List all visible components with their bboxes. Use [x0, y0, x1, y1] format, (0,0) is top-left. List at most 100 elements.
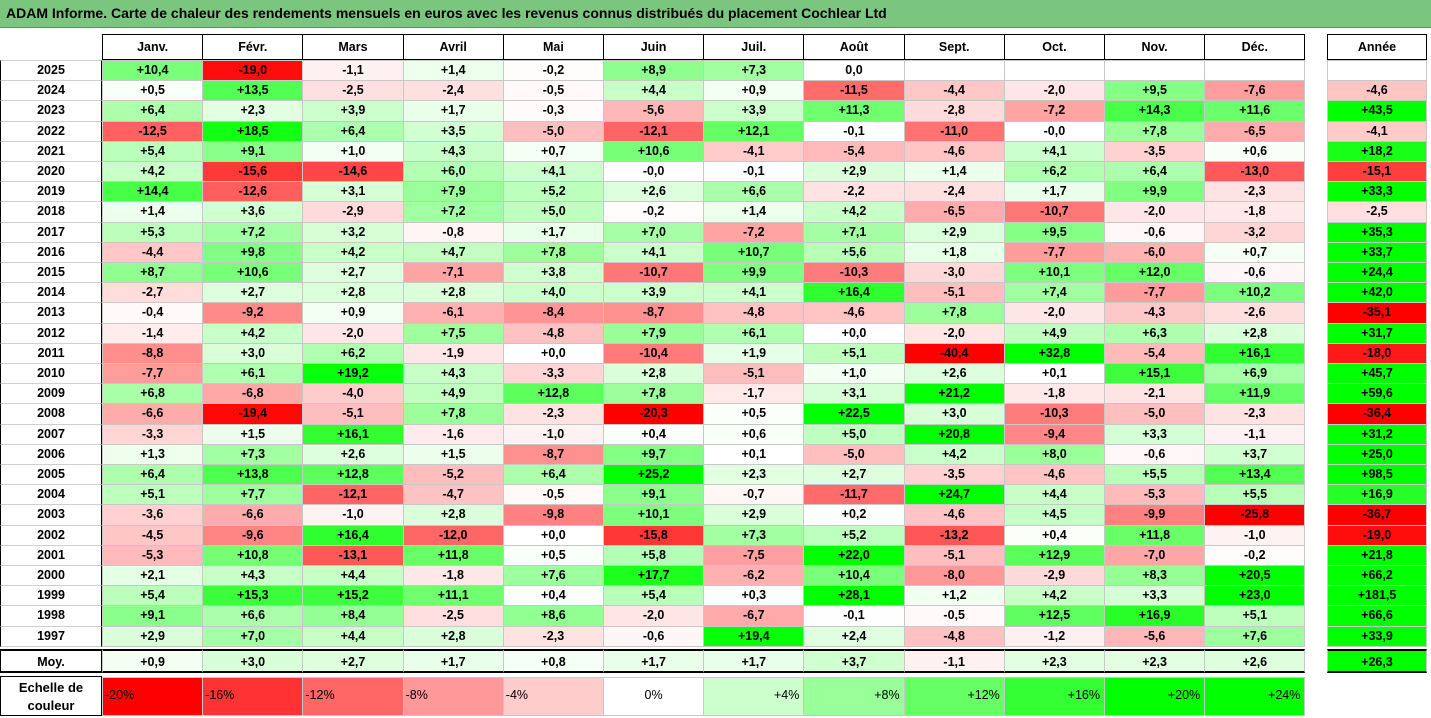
heatmap-cell: -4,4 [102, 241, 204, 263]
heatmap-cell: +4,2 [102, 161, 204, 183]
heatmap-cell: +15,2 [302, 585, 404, 607]
heatmap-cell: +6,2 [302, 342, 404, 364]
month-header: Juin [603, 34, 705, 60]
heatmap-cell: +12,5 [1003, 605, 1105, 627]
heatmap-cell: +10,6 [202, 262, 304, 284]
month-header: Nov. [1104, 34, 1206, 60]
annual-cell: -36,7 [1327, 504, 1427, 526]
heatmap-cell: +16,9 [1104, 605, 1206, 627]
heatmap-cell: +3,3 [1104, 423, 1206, 445]
year-label: 2014 [0, 282, 102, 304]
heatmap-cell: +16,1 [302, 423, 404, 445]
heatmap-cell: +2,8 [1204, 322, 1306, 344]
year-label: 2003 [0, 504, 102, 526]
heatmap-cell: -25,8 [1204, 504, 1306, 526]
chart-title: ADAM Informe. Carte de chaleur des rende… [6, 5, 887, 21]
heatmap-cell: -3,0 [903, 262, 1005, 284]
heatmap-cell: +2,8 [402, 504, 504, 526]
heatmap-cell: +22,5 [803, 403, 905, 425]
heatmap-cell: +25,2 [603, 464, 705, 486]
heatmap-cell: +7,6 [1204, 625, 1306, 647]
heatmap-cell: -2,0 [903, 322, 1005, 344]
heatmap-cell: -10,7 [603, 262, 705, 284]
heatmap-cell: +2,9 [102, 625, 204, 647]
heatmap-cell: -8,0 [903, 565, 1005, 587]
heatmap-cell: -1,9 [402, 342, 504, 364]
heatmap-cell: -1,6 [402, 423, 504, 445]
annual-cell: -36,4 [1327, 403, 1427, 425]
heatmap-cell: -0,6 [1104, 221, 1206, 243]
heatmap-cell: +1,8 [903, 241, 1005, 263]
year-label: 2019 [0, 181, 102, 203]
heatmap-cell: +5,2 [803, 524, 905, 546]
color-scale-swatch: +8% [803, 677, 905, 716]
annual-cell: +25,0 [1327, 443, 1427, 465]
color-scale-swatch: -12% [302, 677, 404, 716]
annual-cell: -19,0 [1327, 524, 1427, 546]
heatmap-cell: -4,6 [803, 302, 905, 324]
year-label: 2018 [0, 201, 102, 223]
heatmap-cell: -0,5 [502, 484, 604, 506]
heatmap-cell: +3,1 [302, 181, 404, 203]
heatmap-cell: +6,9 [1204, 363, 1306, 385]
heatmap-cell: +3,7 [1204, 443, 1306, 465]
heatmap-cell: +12,0 [1104, 262, 1206, 284]
year-label: 2017 [0, 221, 102, 243]
month-header: Déc. [1204, 34, 1306, 60]
heatmap-cell: +1,4 [703, 201, 805, 223]
heatmap-cell: -0,1 [803, 120, 905, 142]
heatmap-cell: +3,0 [903, 403, 1005, 425]
heatmap-cell: +12,1 [703, 120, 805, 142]
heatmap-cell: +2,9 [703, 504, 805, 526]
heatmap-cell: +5,0 [502, 201, 604, 223]
year-label: 2010 [0, 363, 102, 385]
heatmap-cell: +1,4 [402, 60, 504, 82]
heatmap-cell: -6,0 [1104, 241, 1206, 263]
heatmap-cell: +2,9 [903, 221, 1005, 243]
heatmap-cell: +20,8 [903, 423, 1005, 445]
year-label: 2009 [0, 383, 102, 405]
heatmap-cell: -15,6 [202, 161, 304, 183]
heatmap-cell: +4,3 [402, 363, 504, 385]
heatmap-cell: +1,3 [102, 443, 204, 465]
heatmap-cell: -9,4 [1003, 423, 1105, 445]
year-label: 1998 [0, 605, 102, 627]
heatmap-cell: -4,5 [102, 524, 204, 546]
heatmap-cell: -5,3 [1104, 484, 1206, 506]
heatmap-cell: -4,8 [703, 302, 805, 324]
heatmap-cell: +16,4 [302, 524, 404, 546]
heatmap-cell: -10,7 [1003, 201, 1105, 223]
heatmap-cell: +2,3 [202, 100, 304, 122]
heatmap-cell: -2,0 [1003, 80, 1105, 102]
heatmap-cell: -7,0 [1104, 544, 1206, 566]
year-label: 2016 [0, 241, 102, 263]
annual-cell: -4,6 [1327, 80, 1427, 102]
heatmap-cell: +3,3 [1104, 585, 1206, 607]
heatmap-cell: -7,7 [102, 363, 204, 385]
year-label: 2011 [0, 342, 102, 364]
heatmap-cell: -0,6 [603, 625, 705, 647]
heatmap-cell: -5,1 [302, 403, 404, 425]
heatmap-cell: -6,5 [1204, 120, 1306, 142]
heatmap-cell: -2,0 [1104, 201, 1206, 223]
annual-cell: +31,7 [1327, 322, 1427, 344]
heatmap-cell: -2,3 [502, 625, 604, 647]
heatmap-cell: +9,5 [1003, 221, 1105, 243]
heatmap-cell: +16,1 [1204, 342, 1306, 364]
heatmap-cell: -1,0 [1204, 524, 1306, 546]
heatmap-cell: -13,2 [903, 524, 1005, 546]
heatmap-cell: -2,3 [1204, 403, 1306, 425]
average-cell: +1,7 [703, 648, 805, 673]
heatmap-cell: +7,1 [803, 221, 905, 243]
heatmap-cell: +7,7 [202, 484, 304, 506]
heatmap-cell: +19,4 [703, 625, 805, 647]
chart-title-bar: ADAM Informe. Carte de chaleur des rende… [0, 0, 1431, 28]
heatmap-cell: +3,0 [202, 342, 304, 364]
heatmap-cell: -2,5 [402, 605, 504, 627]
heatmap-cell: +5,1 [1204, 605, 1306, 627]
heatmap-cell: -19,4 [202, 403, 304, 425]
heatmap-cell: -2,9 [302, 201, 404, 223]
heatmap-cell: +2,8 [402, 282, 504, 304]
heatmap-cell: +0,6 [703, 423, 805, 445]
year-label: 2024 [0, 80, 102, 102]
